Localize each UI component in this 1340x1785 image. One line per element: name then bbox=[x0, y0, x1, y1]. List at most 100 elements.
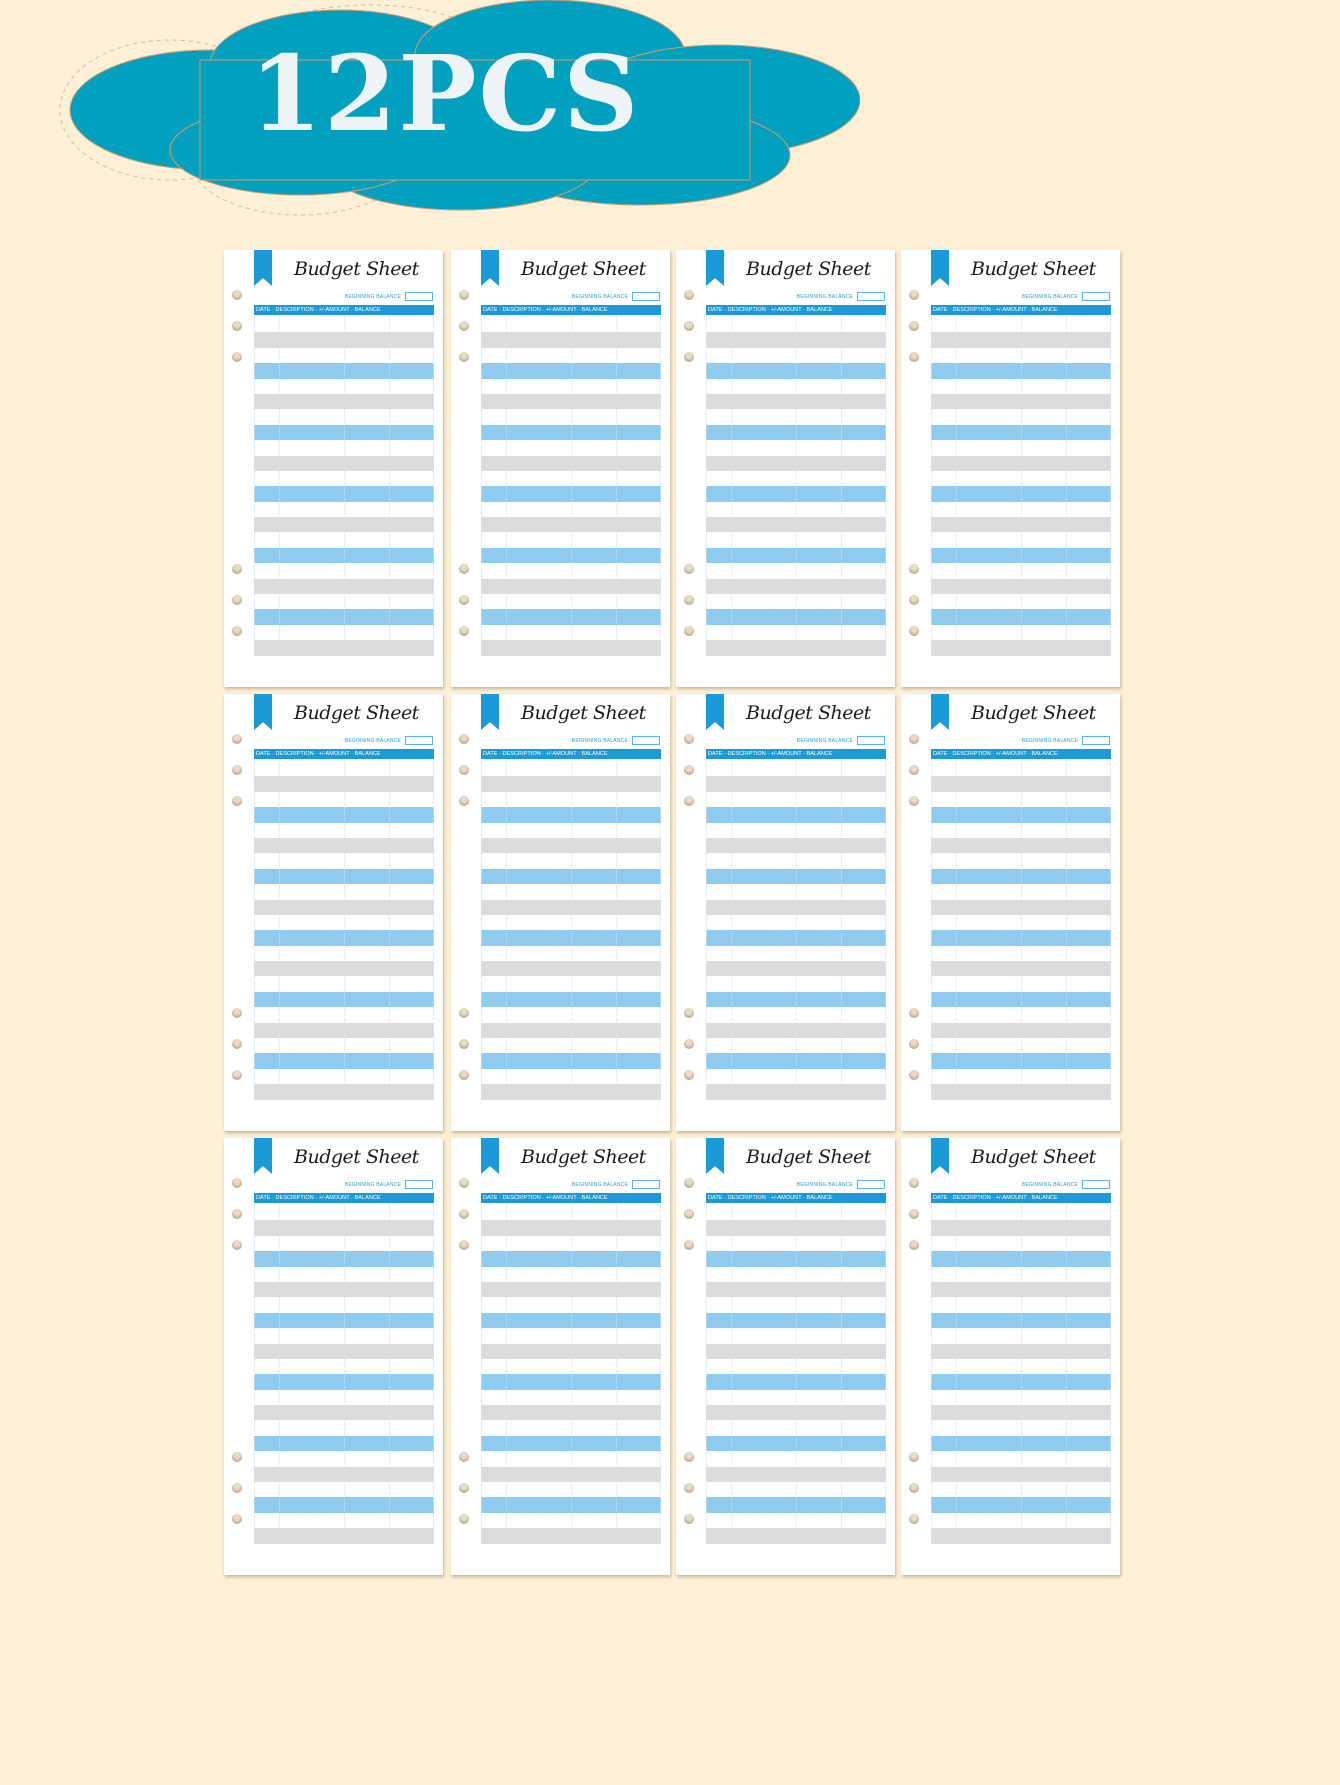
table-row bbox=[931, 930, 1111, 946]
column-header: DATE bbox=[256, 751, 271, 757]
table-row bbox=[706, 594, 886, 610]
pieces-count-label: 12PCS bbox=[249, 32, 641, 155]
binder-hole bbox=[459, 1483, 469, 1493]
table-row bbox=[706, 1281, 886, 1298]
binder-hole bbox=[909, 564, 919, 574]
table-row bbox=[931, 486, 1111, 502]
table-row bbox=[706, 347, 886, 364]
table-row bbox=[481, 884, 661, 900]
table-row bbox=[481, 317, 661, 333]
table-row bbox=[254, 1266, 434, 1282]
table-row bbox=[931, 347, 1111, 364]
table-row bbox=[931, 532, 1111, 548]
column-header: BALANCE bbox=[806, 1195, 833, 1201]
table-row bbox=[254, 1328, 434, 1344]
budget-sheet: Budget Sheet BEGINNING BALANCE DATE · DE… bbox=[901, 250, 1120, 687]
table-row bbox=[931, 1466, 1111, 1483]
table-rows bbox=[254, 317, 434, 656]
binder-hole bbox=[684, 765, 694, 775]
table-row bbox=[706, 1038, 886, 1054]
binder-hole bbox=[684, 595, 694, 605]
table-row bbox=[254, 1038, 434, 1054]
budget-sheet: Budget Sheet BEGINNING BALANCE DATE · DE… bbox=[451, 694, 670, 1131]
table-row bbox=[931, 1022, 1111, 1039]
table-row bbox=[254, 930, 434, 946]
table-row bbox=[931, 594, 1111, 610]
table-header: DATE · DESCRIPTION · +/-AMOUNT · BALANCE bbox=[254, 1193, 434, 1203]
table-row bbox=[931, 517, 1111, 533]
table-row bbox=[481, 609, 661, 625]
budget-sheet: Budget Sheet BEGINNING BALANCE DATE · DE… bbox=[451, 250, 670, 687]
sheet-title: Budget Sheet bbox=[746, 1146, 871, 1168]
beginning-balance: BEGINNING BALANCE bbox=[345, 736, 433, 745]
column-header: DESCRIPTION bbox=[952, 1195, 991, 1201]
table-row bbox=[706, 1358, 886, 1375]
column-header: DATE bbox=[256, 1195, 271, 1201]
table-rows bbox=[931, 761, 1111, 1100]
table-row bbox=[931, 547, 1111, 564]
table-row bbox=[481, 501, 661, 518]
table-row bbox=[481, 1297, 661, 1313]
table-row bbox=[931, 440, 1111, 456]
table-row bbox=[254, 1053, 434, 1069]
table-row bbox=[931, 945, 1111, 962]
table-row bbox=[706, 976, 886, 992]
binder-hole bbox=[909, 1008, 919, 1018]
table-rows bbox=[481, 317, 661, 656]
beginning-balance: BEGINNING BALANCE bbox=[1022, 1180, 1110, 1189]
binder-hole bbox=[232, 796, 242, 806]
table-row bbox=[931, 424, 1111, 441]
table-row bbox=[931, 914, 1111, 931]
binder-hole bbox=[459, 796, 469, 806]
bookmark-ribbon-icon bbox=[706, 1138, 724, 1174]
table-row bbox=[481, 1251, 661, 1267]
binder-hole bbox=[232, 734, 242, 744]
table-row bbox=[254, 1220, 434, 1236]
binder-hole bbox=[459, 1240, 469, 1250]
column-header: +/-AMOUNT bbox=[318, 307, 350, 313]
table-row bbox=[481, 791, 661, 808]
table-row bbox=[931, 1084, 1111, 1100]
table-row bbox=[931, 393, 1111, 410]
table-row bbox=[254, 1068, 434, 1085]
sheet-title: Budget Sheet bbox=[294, 258, 419, 280]
budget-sheet: Budget Sheet BEGINNING BALANCE DATE · DE… bbox=[676, 250, 895, 687]
table-row bbox=[706, 317, 886, 333]
column-header: +/-AMOUNT bbox=[545, 751, 577, 757]
table-row bbox=[481, 1435, 661, 1452]
beginning-balance-field bbox=[405, 736, 433, 745]
binder-hole bbox=[909, 1514, 919, 1524]
binder-hole bbox=[459, 1209, 469, 1219]
binder-hole bbox=[909, 595, 919, 605]
table-rows bbox=[931, 1205, 1111, 1544]
binder-hole bbox=[232, 595, 242, 605]
table-row bbox=[706, 393, 886, 410]
table-row bbox=[254, 440, 434, 456]
column-header: +/-AMOUNT bbox=[545, 1195, 577, 1201]
binder-hole bbox=[459, 1514, 469, 1524]
table-row bbox=[481, 1482, 661, 1498]
table-row bbox=[254, 791, 434, 808]
table-row bbox=[706, 1220, 886, 1236]
binder-hole bbox=[684, 352, 694, 362]
table-row bbox=[931, 378, 1111, 394]
column-header: DESCRIPTION bbox=[275, 1195, 314, 1201]
beginning-balance-field bbox=[1082, 1180, 1110, 1189]
table-row bbox=[706, 470, 886, 487]
table-row bbox=[706, 440, 886, 456]
table-row bbox=[706, 1084, 886, 1100]
table-row bbox=[481, 1022, 661, 1039]
column-header: BALANCE bbox=[354, 751, 381, 757]
beginning-balance-label: BEGINNING BALANCE bbox=[796, 293, 853, 300]
column-header: DATE bbox=[483, 751, 498, 757]
binder-hole bbox=[232, 1514, 242, 1524]
table-row bbox=[254, 517, 434, 533]
table-row bbox=[481, 1266, 661, 1282]
column-header: DESCRIPTION bbox=[727, 751, 766, 757]
binder-hole bbox=[232, 626, 242, 636]
table-header: DATE · DESCRIPTION · +/-AMOUNT · BALANCE bbox=[706, 1193, 886, 1203]
table-row bbox=[931, 1374, 1111, 1390]
table-row bbox=[481, 563, 661, 579]
table-row bbox=[254, 532, 434, 548]
table-row bbox=[254, 991, 434, 1008]
